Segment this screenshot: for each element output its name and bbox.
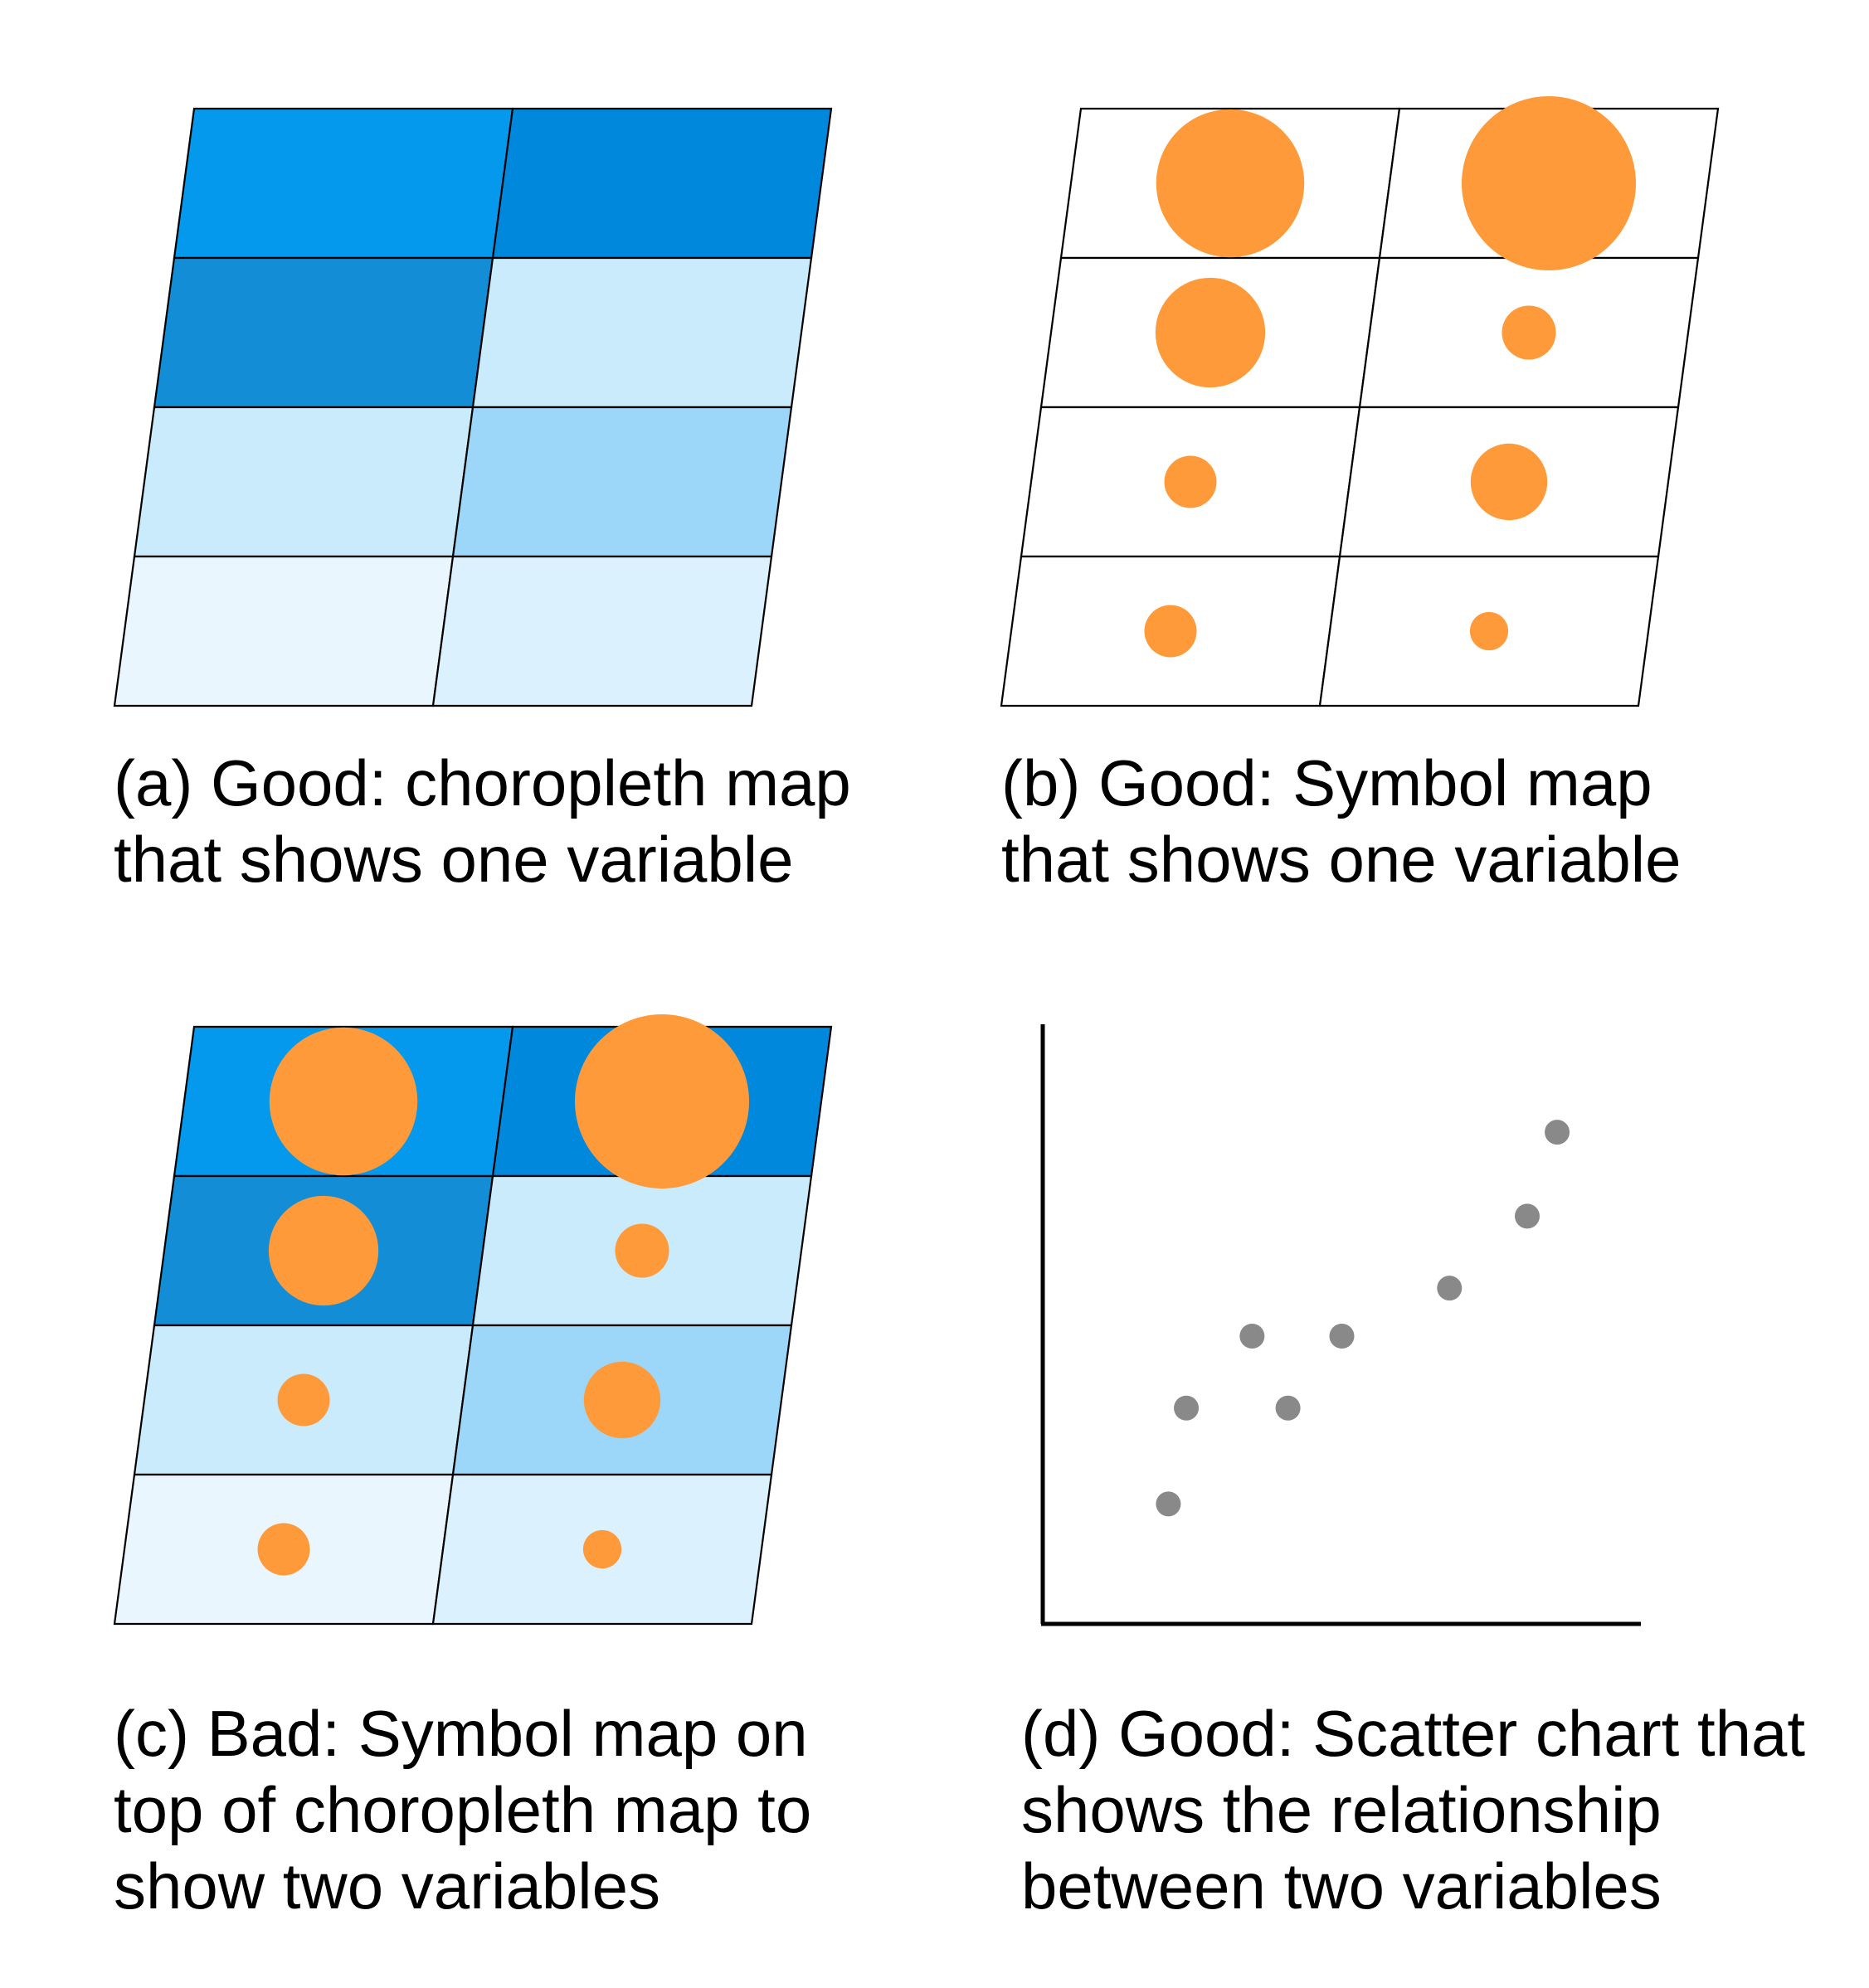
panel-b-symbol-map <box>1000 96 1720 707</box>
proportional-symbol-r0-c1 <box>1462 96 1636 270</box>
scatter-point-8 <box>1545 1120 1570 1145</box>
proportional-symbol-r0-c0 <box>269 1027 418 1176</box>
map-region-r0-c0 <box>173 107 514 260</box>
proportional-symbol-r2-c0 <box>277 1373 330 1427</box>
caption-line: that shows one variable <box>114 823 794 896</box>
map-region-r2-c0 <box>133 406 475 558</box>
panel-c-symbol-on-choropleth-map <box>113 1014 833 1626</box>
caption-panel-c: (c) Bad: Symbol map on top of choropleth… <box>114 1695 811 1924</box>
caption-line: (d) Good: Scatter chart that <box>1021 1697 1806 1770</box>
map-region-r1-c1 <box>471 256 813 409</box>
caption-line: shows the relationship <box>1021 1773 1662 1846</box>
map-region-r3-c1 <box>431 555 773 707</box>
scatter-point-2 <box>1174 1395 1200 1421</box>
scatter-point-4 <box>1275 1395 1301 1421</box>
caption-panel-b: (b) Good: Symbol map that shows one vari… <box>1001 745 1682 897</box>
proportional-symbol-r3-c1 <box>582 1529 622 1569</box>
map-region-r2-c1 <box>451 406 793 558</box>
caption-line: top of choropleth map to <box>114 1773 812 1846</box>
caption-line: between two variables <box>1021 1849 1662 1922</box>
scatter-point-6 <box>1437 1276 1463 1301</box>
scatter-point-5 <box>1329 1323 1355 1349</box>
proportional-symbol-r0-c0 <box>1156 109 1305 258</box>
proportional-symbol-r2-c1 <box>583 1361 661 1439</box>
proportional-symbol-r1-c1 <box>615 1223 669 1278</box>
caption-panel-d: (d) Good: Scatter chart that shows the r… <box>1021 1695 1805 1924</box>
map-region-r0-c1 <box>491 107 833 260</box>
scatter-point-7 <box>1515 1203 1540 1229</box>
caption-line: (b) Good: Symbol map <box>1001 746 1652 819</box>
proportional-symbol-r3-c0 <box>1144 605 1197 658</box>
proportional-symbol-r1-c0 <box>1155 277 1266 388</box>
caption-line: (a) Good: choropleth map <box>114 746 851 819</box>
map-region-r3-c0 <box>113 555 455 707</box>
caption-line: (c) Bad: Symbol map on <box>114 1697 808 1770</box>
proportional-symbol-r1-c1 <box>1502 305 1556 360</box>
proportional-symbol-r3-c0 <box>257 1523 310 1576</box>
scatter-point-1 <box>1156 1491 1181 1517</box>
caption-line: show two variables <box>114 1849 660 1922</box>
panel-a-choropleth-map <box>113 107 833 707</box>
caption-panel-a: (a) Good: choropleth map that shows one … <box>114 745 851 897</box>
map-region-r1-c0 <box>153 256 494 409</box>
panel-d-scatter-chart <box>1040 1024 1641 1626</box>
scatter-point-3 <box>1239 1323 1265 1349</box>
proportional-symbol-r2-c1 <box>1470 443 1548 521</box>
proportional-symbol-r1-c0 <box>268 1195 379 1306</box>
caption-line: that shows one variable <box>1001 823 1682 896</box>
proportional-symbol-r3-c1 <box>1469 611 1509 651</box>
proportional-symbol-r0-c1 <box>575 1014 749 1188</box>
proportional-symbol-r2-c0 <box>1164 455 1217 508</box>
